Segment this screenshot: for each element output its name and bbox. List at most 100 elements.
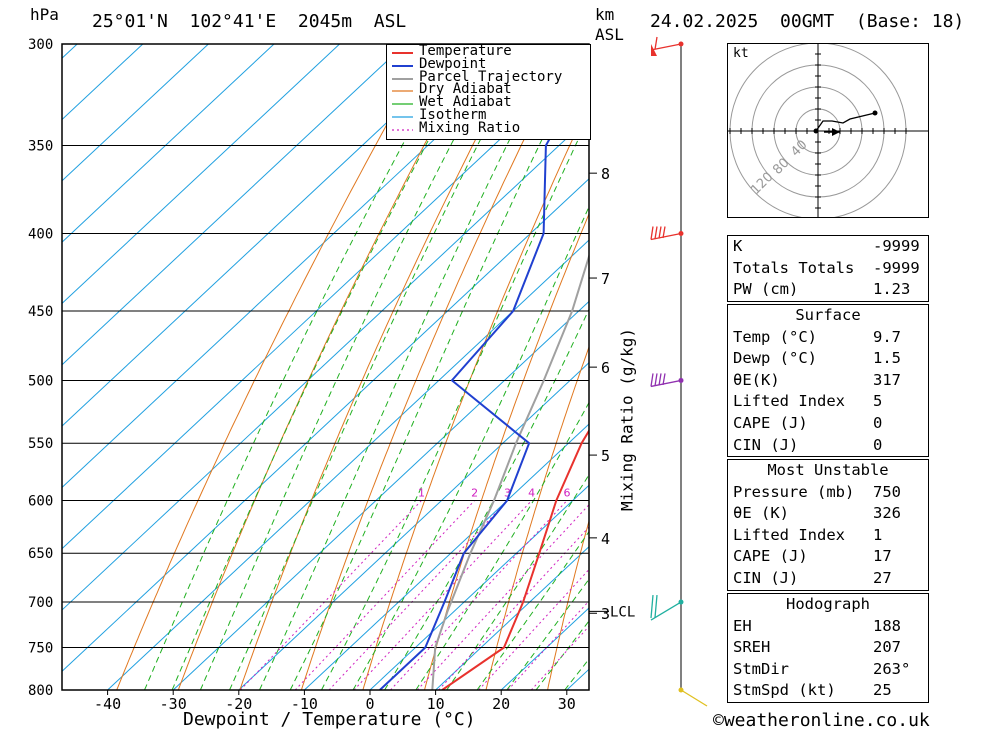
indices-row: K -9999	[728, 236, 928, 258]
legend-swatch	[392, 77, 413, 80]
indices-value: 1.23	[873, 280, 911, 299]
mixing-ratio-line	[240, 500, 422, 690]
hodograph-key: StmSpd (kt)	[733, 681, 836, 700]
isotherm-line	[172, 300, 589, 690]
wind-barb-feather	[650, 594, 654, 619]
dry-adiabat-line	[485, 345, 589, 690]
pressure-tick-label: 800	[28, 683, 53, 699]
surface-key: CAPE (J)	[733, 413, 808, 432]
wind-barb	[650, 232, 682, 241]
indices-key: K	[733, 237, 743, 255]
hodograph-value: 188	[873, 616, 901, 635]
parcel-trajectory-line	[431, 253, 589, 690]
surface-value: 0	[873, 435, 883, 454]
dewpoint-line	[379, 65, 589, 690]
wet-adiabat-line	[352, 205, 589, 690]
most-unstable-key: CIN (J)	[733, 568, 799, 587]
hodograph-ring-label: 120	[748, 170, 776, 198]
height-tick-label: 5	[601, 447, 610, 465]
most-unstable-value: 1	[873, 525, 883, 544]
legend-item: Mixing Ratio	[391, 120, 587, 136]
pressure-tick-label: 700	[28, 595, 53, 611]
wet-adiabat-line	[144, 44, 459, 690]
hodograph-startpoint	[813, 128, 819, 134]
legend: Temperature Dewpoint Parcel Trajectory Dry …	[386, 43, 591, 140]
surface-key: Temp (°C)	[733, 327, 817, 346]
legend-label: Temperature	[419, 43, 512, 59]
isotherm-line	[62, 44, 209, 182]
height-tick-label: 7	[601, 270, 610, 288]
pressure-tick-label: 600	[28, 494, 53, 510]
hodograph-indices-panel: Hodograph EH 188 SREH 207 StmDir 263° StmSpd (k…	[727, 593, 929, 703]
hodograph-trace	[815, 112, 876, 132]
pressure-tick-label: 400	[28, 226, 53, 242]
wind-barb-feather	[650, 226, 654, 240]
legend-label: Dry Adiabat	[419, 81, 512, 98]
x-axis-label: Dewpoint / Temperature (°C)	[183, 709, 476, 730]
hpa-label: hPa	[30, 5, 59, 24]
most-unstable-key: Lifted Index	[733, 525, 845, 544]
km-label: km	[595, 5, 615, 24]
isotherm-line	[238, 362, 589, 690]
asl-label: ASL	[595, 25, 624, 44]
most-unstable-key: θE (K)	[733, 504, 789, 523]
indices-key: Totals Totals	[733, 258, 855, 277]
dry-adiabat-line	[547, 519, 589, 690]
surface-key: Lifted Index	[733, 392, 845, 411]
dry-adiabat-line	[978, 44, 1000, 690]
legend-item: Dewpoint	[391, 56, 587, 72]
most-unstable-value: 17	[873, 547, 892, 566]
indices-value: -9999	[873, 237, 920, 255]
hodograph-ring-label: 80	[770, 156, 792, 178]
mixing-ratio-axis-label: Mixing Ratio (g/kg)	[617, 327, 637, 512]
legend-swatch	[392, 116, 413, 118]
wet-adiabat-line	[199, 44, 505, 690]
mixing-ratio-label: 4	[528, 487, 535, 500]
indices-key: PW (cm)	[733, 280, 799, 299]
surface-value: 0	[873, 413, 883, 432]
legend-item: Parcel Trajectory	[391, 69, 587, 85]
mixing-ratio-label: 25	[696, 487, 710, 500]
surface-key: Dewp (°C)	[733, 349, 817, 368]
hodograph-key: StmDir	[733, 659, 789, 678]
surface-panel: Surface Temp (°C) 9.7 Dewp (°C) 1.5 θE(K) 317 L…	[727, 304, 929, 458]
surface-value: 317	[873, 370, 901, 389]
isotherm-line	[62, 44, 275, 243]
isotherm-line	[62, 44, 340, 305]
wet-adiabat-line	[506, 578, 589, 690]
legend-item: Dry Adiabat	[391, 81, 587, 98]
hodograph-ring-label: 40	[788, 138, 810, 160]
most-unstable-value: 750	[873, 482, 901, 501]
dry-adiabat-line	[362, 102, 589, 690]
temperature-line	[441, 428, 589, 690]
lcl-label: LCL	[610, 604, 635, 620]
indices-row: Totals Totals -9999	[728, 258, 928, 280]
hodograph-row: StmDir 263°	[728, 659, 928, 681]
wind-barb-feather	[662, 373, 666, 386]
legend-swatch	[392, 129, 413, 131]
pressure-tick-label: 750	[28, 640, 53, 656]
mixing-ratio-label: 6	[563, 487, 570, 500]
legend-item: Wet Adiabat	[391, 94, 587, 110]
pressure-tick-label: 450	[28, 304, 53, 320]
most-unstable-key: CAPE (J)	[733, 547, 808, 566]
most-unstable-row: Lifted Index 1	[728, 525, 928, 547]
legend-item: Isotherm	[391, 107, 587, 123]
dry-adiabat-line	[239, 44, 526, 690]
x-tick-label: -40	[94, 695, 121, 713]
surface-row: θE(K) 317	[728, 370, 928, 392]
hodograph-unit: kt	[733, 46, 749, 61]
plot-frame	[61, 43, 590, 691]
wind-barb-pennant	[651, 44, 657, 56]
indices-value: -9999	[873, 258, 920, 277]
wet-adiabat-line	[171, 44, 481, 690]
dry-adiabat-line	[116, 44, 433, 690]
legend-swatch	[392, 52, 413, 54]
wind-column	[650, 36, 708, 707]
surface-row: Dewp (°C) 1.5	[728, 348, 928, 370]
isotherm-line	[62, 116, 589, 611]
wind-barb	[680, 689, 708, 707]
hodograph-key: SREH	[733, 638, 771, 657]
wind-barb-feather	[654, 594, 658, 618]
x-tick-label: -30	[160, 695, 187, 713]
